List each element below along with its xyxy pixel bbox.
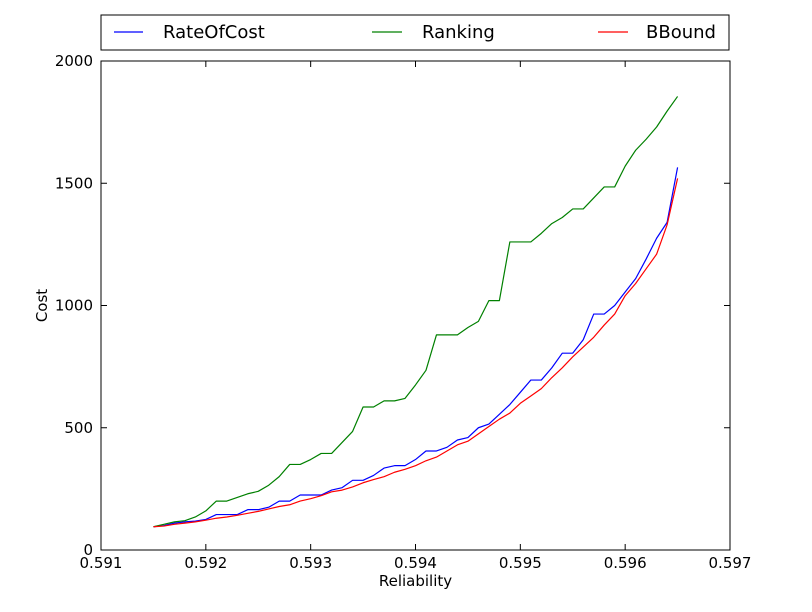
y-tick-label: 2000: [55, 52, 93, 70]
x-axis-label: Reliability: [379, 572, 452, 590]
legend-entry: RateOfCost: [114, 22, 265, 43]
y-tick-label: 0: [83, 541, 93, 559]
series-line-bbound: [153, 178, 679, 528]
y-tick-label: 1500: [55, 174, 93, 192]
x-tick-label: 0.593: [289, 554, 332, 572]
x-tick-label: 0.596: [604, 554, 647, 572]
series-line-rateofcost: [153, 167, 679, 528]
legend-label-bbound: BBound: [646, 22, 716, 43]
x-tick-label: 0.591: [80, 554, 123, 572]
series-layer: [153, 96, 679, 528]
legend: RateOfCost Ranking BBound: [100, 14, 730, 51]
legend-entry: BBound: [598, 22, 716, 43]
x-tick-label: 0.594: [394, 554, 437, 572]
y-tick-label: 500: [64, 419, 93, 437]
legend-label-ranking: Ranking: [422, 22, 495, 43]
legend-label-rateofcost: RateOfCost: [163, 22, 265, 43]
tick-layer: 0.591 0.592 0.593 0.594 0.595 0.596 0.597 0 500 1…: [55, 52, 752, 572]
legend-entry: Ranking: [372, 22, 495, 43]
x-tick-label: 0.595: [499, 554, 542, 572]
x-tick-label: 0.597: [709, 554, 752, 572]
plot-area: [101, 61, 730, 550]
x-tick-label: 0.592: [184, 554, 227, 572]
y-tick-label: 1000: [55, 297, 93, 315]
y-axis-label: Cost: [33, 289, 51, 322]
series-line-ranking: [153, 96, 679, 528]
